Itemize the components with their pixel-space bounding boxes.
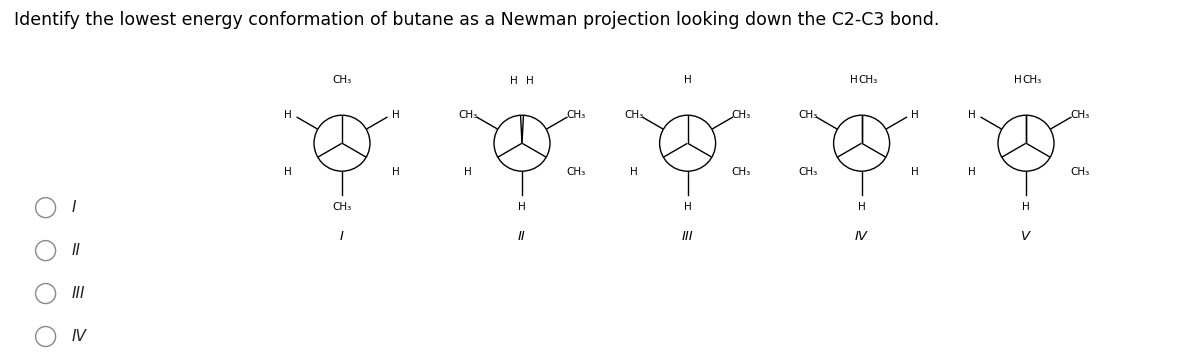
- Text: H: H: [850, 75, 858, 85]
- Text: H: H: [858, 202, 865, 212]
- Text: H: H: [392, 167, 400, 177]
- Text: CH₃: CH₃: [1022, 75, 1042, 85]
- Text: CH₃: CH₃: [566, 167, 586, 177]
- Text: V: V: [1021, 229, 1031, 243]
- Text: IV: IV: [856, 229, 868, 243]
- Text: CH₃: CH₃: [332, 75, 352, 85]
- Text: CH₃: CH₃: [798, 167, 817, 177]
- Text: I: I: [340, 229, 344, 243]
- Text: H: H: [684, 75, 691, 85]
- Text: H: H: [630, 167, 637, 177]
- Text: H: H: [968, 110, 976, 120]
- Text: H: H: [510, 76, 518, 86]
- Text: H: H: [1014, 75, 1022, 85]
- Text: H: H: [968, 167, 976, 177]
- Text: CH₃: CH₃: [1070, 167, 1090, 177]
- Text: CH₃: CH₃: [566, 110, 586, 120]
- Text: H: H: [284, 110, 292, 120]
- Text: H: H: [1022, 202, 1030, 212]
- Text: I: I: [72, 200, 77, 215]
- Text: CH₃: CH₃: [798, 110, 817, 120]
- Text: CH₃: CH₃: [858, 75, 877, 85]
- Text: H: H: [912, 167, 919, 177]
- Text: H: H: [464, 167, 472, 177]
- Text: CH₃: CH₃: [732, 167, 751, 177]
- Text: H: H: [284, 167, 292, 177]
- Text: CH₃: CH₃: [332, 202, 352, 212]
- Text: II: II: [518, 229, 526, 243]
- Text: H: H: [392, 110, 400, 120]
- Text: Identify the lowest energy conformation of butane as a Newman projection looking: Identify the lowest energy conformation …: [14, 11, 940, 29]
- Text: H: H: [526, 76, 534, 86]
- Text: CH₃: CH₃: [624, 110, 643, 120]
- Text: III: III: [72, 286, 85, 301]
- Text: II: II: [72, 243, 82, 258]
- Text: H: H: [518, 202, 526, 212]
- Text: III: III: [682, 229, 694, 243]
- Text: CH₃: CH₃: [1070, 110, 1090, 120]
- Text: H: H: [912, 110, 919, 120]
- Text: IV: IV: [72, 329, 86, 344]
- Text: CH₃: CH₃: [458, 110, 478, 120]
- Text: H: H: [684, 202, 691, 212]
- Text: CH₃: CH₃: [732, 110, 751, 120]
